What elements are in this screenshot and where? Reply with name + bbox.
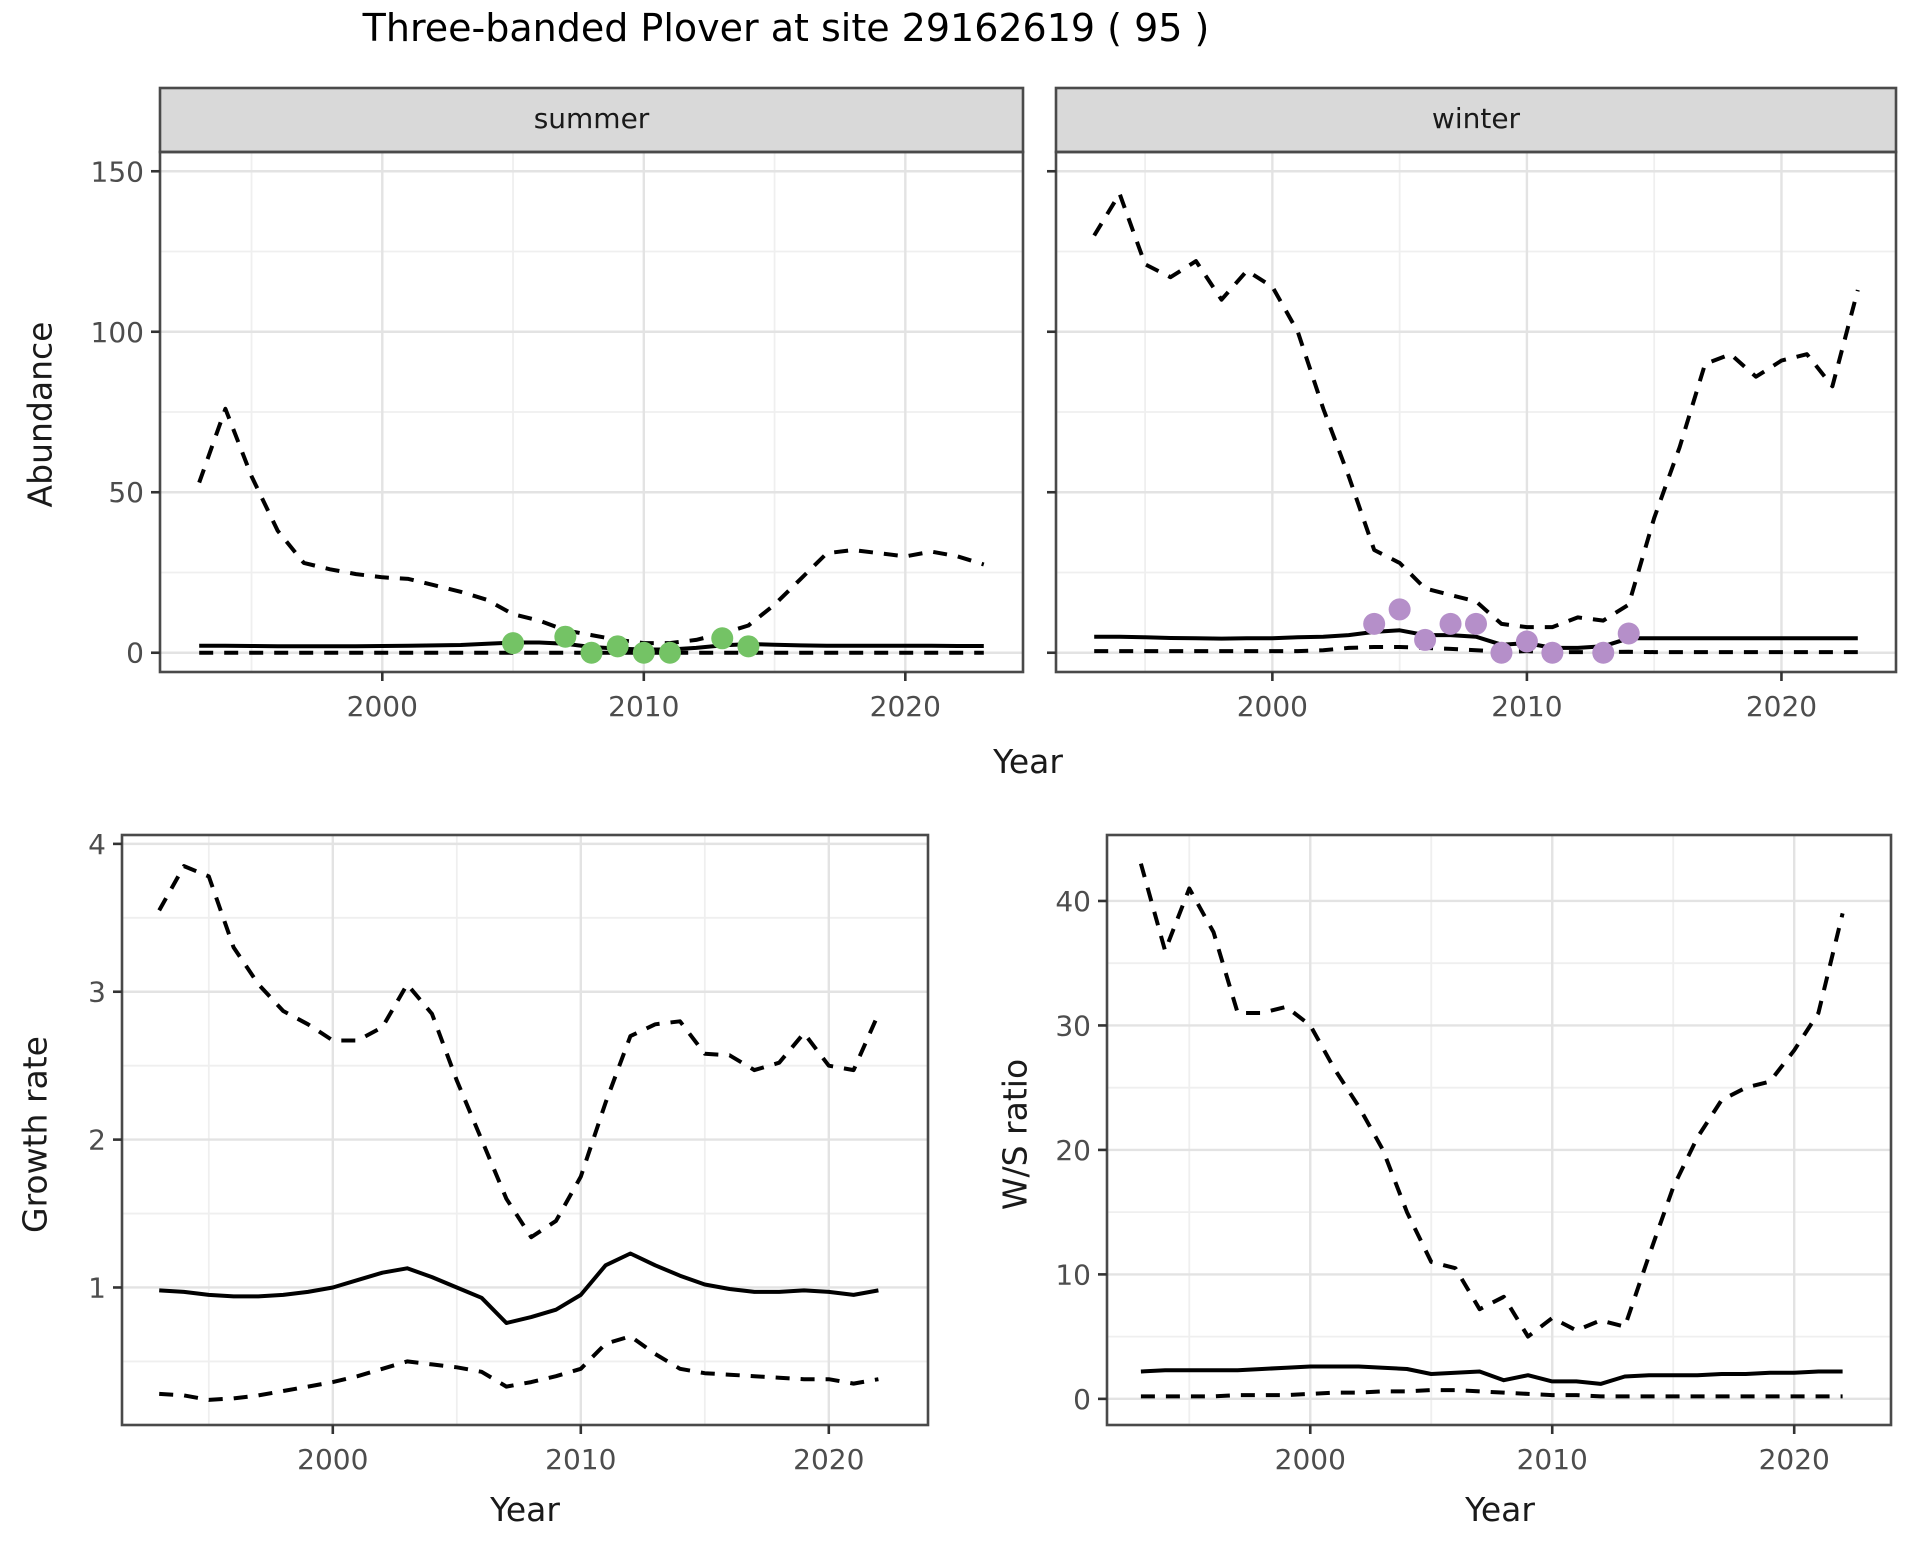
abundance_summer-point-observed_summer_counts: [580, 641, 603, 664]
facet-strip-winter: winter: [1431, 102, 1521, 135]
growth_rate-panel-background: [122, 835, 928, 1425]
facet-strip-summer: summer: [533, 102, 650, 135]
growth_rate-x-tick-label: 2000: [297, 1443, 368, 1476]
abundance_winter-x-tick-label: 2000: [1237, 690, 1308, 723]
abundance_winter-x-tick-label: 2010: [1491, 690, 1562, 723]
abundance_winter-series-fit: [1094, 628, 1858, 650]
abundance_summer-point-observed_summer_counts: [658, 641, 681, 664]
growth_rate-series-fit: [159, 1251, 879, 1325]
abundance_winter-point-observed_winter_counts: [1617, 622, 1640, 645]
abundance_summer-point-observed_summer_counts: [737, 635, 760, 658]
ws_ratio-y-tick-label: 30: [1055, 1009, 1091, 1042]
growth_rate-y-tick-label: 4: [88, 828, 106, 861]
ws_ratio-panel-border: [1105, 833, 1893, 1427]
abundance_summer-series-upper_95ci: [197, 406, 985, 646]
growth_rate-x-tick-label: 2020: [793, 1443, 864, 1476]
abundance_winter-point-observed_winter_counts: [1490, 641, 1513, 664]
ws_ratio-y-tick-label: 20: [1055, 1134, 1091, 1167]
growth_rate-series-upper_95ci: [157, 864, 881, 1240]
ws_ratio-x-tick-label: 2010: [1517, 1443, 1588, 1476]
abundance_summer-y-tick-label: 0: [126, 637, 144, 670]
abundance_summer-point-observed_summer_counts: [606, 635, 629, 658]
abundance_summer-point-observed_summer_counts: [554, 625, 577, 648]
abundance_winter-series-upper_95ci: [1092, 191, 1860, 630]
ws_ratio-series-fit: [1140, 1364, 1843, 1386]
y-axis-title-growth-rate: Growth rate: [15, 1036, 55, 1233]
ws_ratio-y-tick-label: 40: [1055, 885, 1091, 918]
ws_ratio-y-tick-label: 0: [1073, 1383, 1091, 1416]
abundance_summer-x-tick-label: 2010: [608, 690, 679, 723]
abundance_winter-point-observed_winter_counts: [1439, 612, 1462, 635]
ws_ratio-series-upper_95ci: [1138, 863, 1845, 1339]
abundance_summer-y-tick-label: 150: [91, 155, 144, 188]
abundance_winter-series-lower_95ci: [1094, 645, 1858, 655]
abundance_winter-point-observed_winter_counts: [1465, 612, 1487, 635]
x-axis-title-year-growth: Year: [490, 1490, 560, 1529]
abundance_summer-panel-border: [158, 150, 1025, 674]
abundance_winter-panel-border: [1054, 150, 1898, 674]
growth_rate-x-tick-label: 2010: [545, 1443, 616, 1476]
abundance_winter-x-tick-label: 2020: [1746, 690, 1817, 723]
page-title: Three-banded Plover at site 29162619 ( 9…: [362, 6, 1210, 50]
abundance_summer-x-tick-label: 2000: [347, 690, 418, 723]
ws_ratio-x-tick-label: 2000: [1275, 1443, 1346, 1476]
y-axis-title-abundance: Abundance: [20, 321, 60, 508]
abundance_winter-point-observed_winter_counts: [1541, 641, 1564, 664]
abundance_winter-point-observed_winter_counts: [1388, 598, 1411, 621]
growth_rate-y-tick-label: 1: [88, 1271, 106, 1304]
abundance_summer-y-tick-label: 100: [91, 316, 144, 349]
abundance_winter-point-observed_winter_counts: [1414, 628, 1437, 651]
growth_rate-y-tick-label: 3: [88, 976, 106, 1009]
ws_ratio-x-tick-label: 2020: [1759, 1443, 1830, 1476]
abundance_summer-point-observed_summer_counts: [711, 627, 734, 650]
growth_rate-series-lower_95ci: [159, 1334, 879, 1402]
ws_ratio-y-tick-label: 10: [1055, 1258, 1091, 1291]
ws_ratio-series-lower_95ci: [1140, 1388, 1843, 1399]
ws_ratio-panel-background: [1107, 835, 1891, 1425]
abundance_summer-point-observed_summer_counts: [632, 641, 655, 664]
abundance_summer-point-observed_summer_counts: [502, 632, 525, 655]
abundance_summer-x-tick-label: 2020: [870, 690, 941, 723]
abundance_winter-point-observed_winter_counts: [1592, 641, 1615, 664]
x-axis-title-year-ws: Year: [1465, 1490, 1535, 1529]
x-axis-title-year-top: Year: [993, 742, 1063, 781]
y-axis-title-ws-ratio: W/S ratio: [995, 1058, 1035, 1211]
abundance_summer-facet-strip: [158, 86, 1025, 154]
abundance_winter-point-observed_winter_counts: [1515, 630, 1538, 653]
abundance_winter-point-observed_winter_counts: [1363, 612, 1386, 635]
growth_rate-panel-border: [120, 833, 930, 1427]
growth_rate-y-tick-label: 2: [88, 1124, 106, 1157]
abundance_summer-y-tick-label: 50: [108, 476, 144, 509]
